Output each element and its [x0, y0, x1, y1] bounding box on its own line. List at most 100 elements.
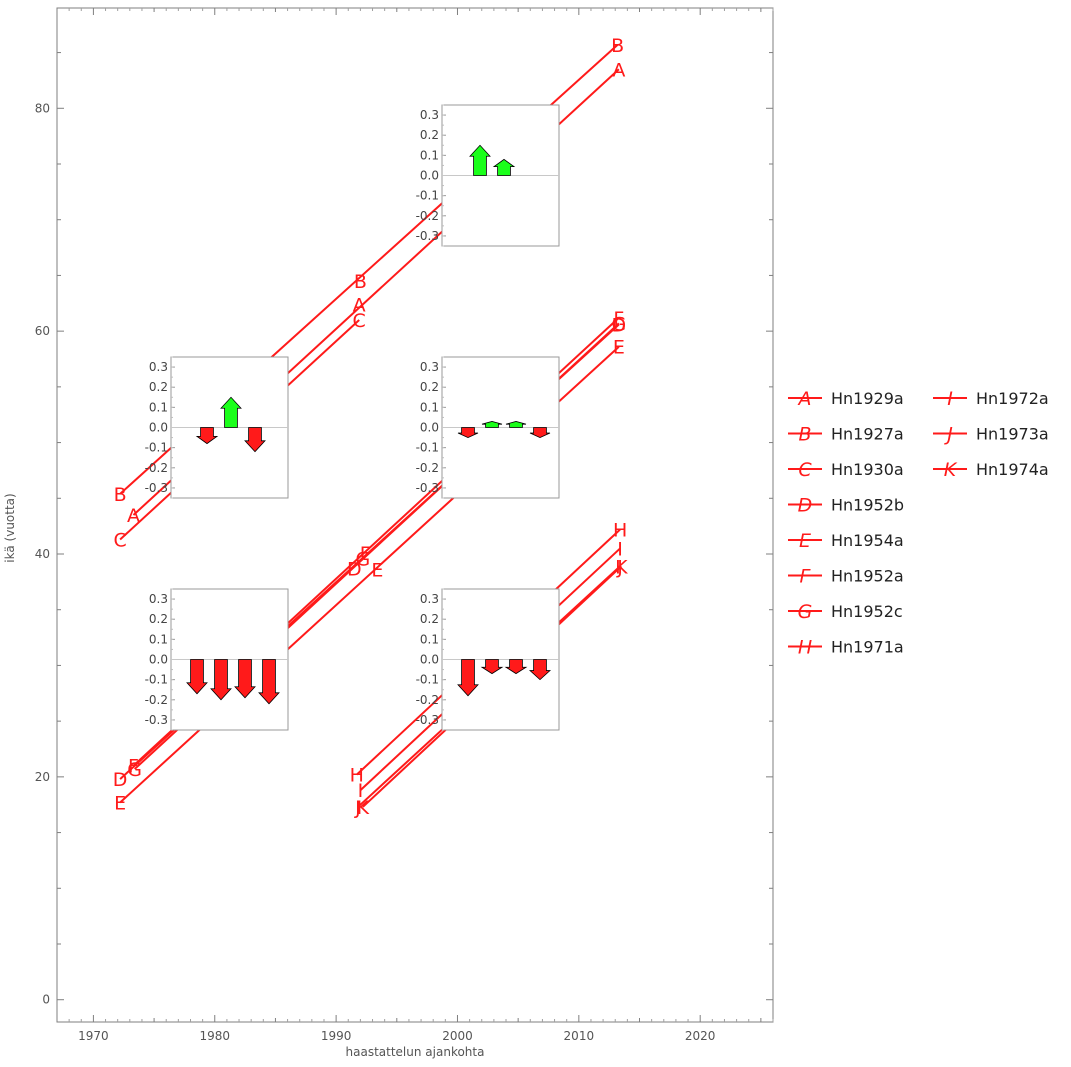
inset-panel: 0.3 0.2 0.1 0.0 -0.1 -0.2 -0.3	[416, 104, 560, 247]
series-label-i: I	[358, 780, 364, 802]
inset-tick-label: 0.2	[149, 380, 168, 394]
series-label-c: C	[353, 310, 366, 332]
series-label-j: J	[616, 556, 623, 578]
legend-item-hn1954a: E Hn1954a	[788, 530, 904, 552]
down-arrow	[186, 659, 208, 695]
down-arrow	[234, 659, 256, 699]
legend-marker: E	[799, 530, 811, 552]
inset-tick-label: -0.3	[416, 229, 439, 243]
inset-tick-label: 0.3	[149, 592, 168, 606]
legend-item-hn1972a: I Hn1972a	[933, 388, 1049, 410]
legend-item-hn1927a: B Hn1927a	[788, 424, 904, 446]
legend-item-hn1952a: F Hn1952a	[788, 566, 904, 588]
legend-item-hn1971a: H Hn1971a	[788, 637, 904, 659]
x-tick-label: 1970	[78, 1029, 109, 1043]
legend-marker: F	[800, 566, 812, 588]
inset-tick-label: 0.1	[420, 148, 439, 162]
inset-tick-label: 0.2	[420, 380, 439, 394]
series-label-e: E	[114, 792, 126, 814]
series-label-g: G	[127, 759, 142, 781]
up-arrow	[469, 144, 491, 176]
series-label-d: D	[612, 314, 627, 336]
down-arrow	[504, 659, 528, 675]
inset-tick-label: -0.2	[416, 693, 439, 707]
inset-tick-label: 0.3	[420, 592, 439, 606]
legend-item-hn1974a: K Hn1974a	[933, 459, 1049, 481]
legend-marker: J	[943, 424, 953, 446]
series-label-a: A	[612, 59, 625, 81]
series-label-f: F	[613, 308, 624, 330]
legend-marker: I	[947, 388, 953, 410]
down-arrow	[457, 427, 479, 439]
y-tick-label: 0	[42, 993, 50, 1007]
series-label-b: B	[354, 271, 367, 293]
series-label-e: E	[371, 560, 383, 582]
inset-tick-label: -0.1	[416, 189, 439, 203]
y-tick-label: 60	[35, 324, 50, 338]
legend-marker: C	[798, 459, 812, 481]
series-label-k: K	[357, 797, 370, 819]
up-arrow	[505, 421, 527, 428]
legend-label: Hn1952a	[831, 567, 904, 586]
inset-tick-label: 0.1	[420, 400, 439, 414]
legend-label: Hn1972a	[976, 389, 1049, 408]
legend-item-hn1952c: G Hn1952c	[788, 601, 903, 623]
legend-marker: A	[797, 388, 812, 410]
x-tick-label: 1980	[199, 1029, 230, 1043]
inset-tick-label: 0.0	[420, 653, 439, 667]
legend-marker: G	[798, 601, 813, 623]
inset-tick-label: -0.2	[145, 693, 168, 707]
inset-tick-label: 0.0	[149, 653, 168, 667]
y-tick-label: 40	[35, 547, 50, 561]
series-label-f: F	[128, 756, 139, 778]
down-arrow	[480, 659, 504, 675]
legend-item-hn1973a: J Hn1973a	[933, 424, 1049, 446]
inset-tick-label: 0.1	[149, 400, 168, 414]
up-arrow	[492, 158, 516, 176]
inset-tick-label: 0.2	[420, 612, 439, 626]
inset-tick-label: 0.3	[420, 360, 439, 374]
inset-panel: 0.3 0.2 0.1 0.0 -0.1 -0.2 -0.3	[145, 588, 289, 731]
y-tick-label: 80	[35, 101, 50, 115]
inset-panel: 0.3 0.2 0.1 0.0 -0.1 -0.2 -0.3	[416, 356, 560, 499]
series-label-h: H	[613, 519, 627, 541]
x-tick-label: 1990	[321, 1029, 352, 1043]
down-arrow	[195, 427, 219, 445]
legend-label: Hn1952b	[831, 496, 904, 515]
inset-panel: 0.3 0.2 0.1 0.0 -0.1 -0.2 -0.3	[416, 588, 560, 731]
inset-tick-label: 0.3	[149, 360, 168, 374]
y-tick-label: 20	[35, 770, 50, 784]
inset-panel: 0.3 0.2 0.1 0.0 -0.1 -0.2 -0.3	[145, 356, 289, 499]
inset-tick-label: -0.3	[145, 713, 168, 727]
inset-tick-label: -0.3	[416, 481, 439, 495]
inset-tick-label: 0.0	[149, 421, 168, 435]
series-label-k: K	[615, 556, 628, 578]
series-label-g: G	[612, 313, 627, 335]
down-arrow	[244, 427, 266, 453]
inset-tick-label: 0.0	[420, 421, 439, 435]
inset-tick-label: -0.2	[416, 461, 439, 475]
x-axis-label: haastattelun ajankohta	[346, 1045, 485, 1059]
inset-tick-label: -0.1	[416, 441, 439, 455]
series-label-a: A	[353, 294, 366, 316]
down-arrow	[457, 659, 479, 697]
x-tick-label: 2000	[442, 1029, 473, 1043]
down-arrow	[528, 659, 552, 681]
down-arrow	[258, 659, 280, 705]
y-axis-label: ikä (vuotta)	[3, 493, 17, 562]
legend-item-hn1952b: D Hn1952b	[788, 495, 904, 517]
inset-tick-label: 0.3	[420, 108, 439, 122]
inset-tick-label: -0.1	[416, 673, 439, 687]
series-label-b: B	[114, 484, 127, 506]
inset-tick-label: 0.2	[420, 128, 439, 142]
legend-marker: K	[944, 459, 958, 481]
series-label-c: C	[113, 530, 126, 552]
inset-tick-label: -0.3	[416, 713, 439, 727]
inset-tick-label: -0.2	[145, 461, 168, 475]
series-label-a: A	[127, 505, 140, 527]
legend-label: Hn1930a	[831, 460, 904, 479]
up-arrow	[481, 421, 503, 428]
x-tick-label: 2010	[564, 1029, 595, 1043]
